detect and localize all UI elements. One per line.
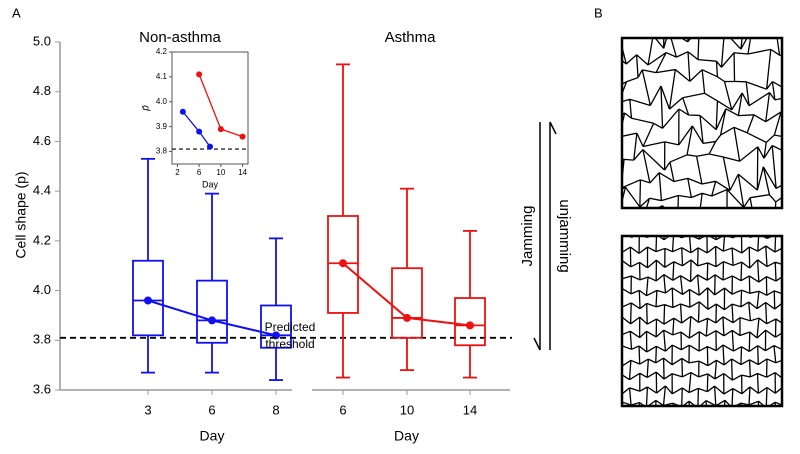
y-tick-label: 4.4 <box>33 183 51 198</box>
y-tick-label: 4.0 <box>33 282 51 297</box>
box <box>260 304 292 349</box>
x-tick-label: 10 <box>400 402 414 417</box>
y-tick-label: 4.1 <box>156 72 168 81</box>
x-tick-label: 6 <box>197 168 202 177</box>
chart-title: Asthma <box>385 29 437 46</box>
jamming-label: Jamming <box>519 206 536 267</box>
y-axis-label: p̄ <box>141 105 152 112</box>
point <box>196 71 203 78</box>
x-tick-label: 8 <box>272 402 279 417</box>
x-axis-label: Day <box>202 179 219 189</box>
chart-title: Non-asthma <box>139 29 221 46</box>
y-tick-label: 3.8 <box>33 332 51 347</box>
y-tick-label: 3.8 <box>156 147 168 156</box>
box <box>454 297 486 347</box>
point <box>179 108 186 115</box>
cell-mesh <box>622 236 782 406</box>
tile-frame <box>620 234 784 408</box>
mean-dot <box>144 296 152 305</box>
point <box>239 133 246 140</box>
x-tick-label: 3 <box>144 402 151 417</box>
x-tick-label: 2 <box>175 168 180 177</box>
point <box>207 143 213 150</box>
panel-label: A <box>12 5 21 20</box>
tile-frame <box>620 36 784 210</box>
mean-dot <box>339 259 347 268</box>
threshold-label: threshold <box>265 337 314 351</box>
y-axis-label: Cell shape (p) <box>13 171 29 258</box>
y-tick-label: 4.2 <box>33 232 51 247</box>
y-tick-label: 4.8 <box>33 83 51 98</box>
x-axis-label: Day <box>200 428 225 444</box>
y-tick-label: 3.6 <box>33 381 51 396</box>
unjamming-label: unjamming <box>556 199 573 272</box>
jamming-arrows <box>533 121 557 351</box>
box <box>196 279 228 344</box>
panel-label: B <box>594 5 603 20</box>
x-tick-label: 14 <box>238 168 247 177</box>
box <box>132 259 164 337</box>
mean-dot <box>208 316 216 325</box>
box <box>391 267 423 339</box>
mean-dot <box>466 321 474 330</box>
point <box>196 128 203 135</box>
cell-edges <box>622 236 782 406</box>
y-tick-label: 3.9 <box>156 122 168 131</box>
box <box>327 215 359 314</box>
y-tick-label: 4.0 <box>156 97 168 106</box>
tessellations <box>620 36 784 408</box>
mean-dot <box>403 313 411 322</box>
cell-mesh <box>622 38 782 208</box>
cell-edges <box>622 38 782 208</box>
x-tick-label: 6 <box>339 402 346 417</box>
y-tick-label: 4.2 <box>156 47 168 56</box>
x-tick-label: 14 <box>463 402 477 417</box>
x-tick-label: 6 <box>208 402 215 417</box>
x-tick-label: 10 <box>216 168 225 177</box>
threshold-label: Predicted <box>265 320 316 334</box>
point <box>217 126 224 133</box>
x-axis-label: Day <box>394 428 419 444</box>
y-tick-label: 5.0 <box>33 33 51 48</box>
y-tick-label: 4.6 <box>33 133 51 148</box>
